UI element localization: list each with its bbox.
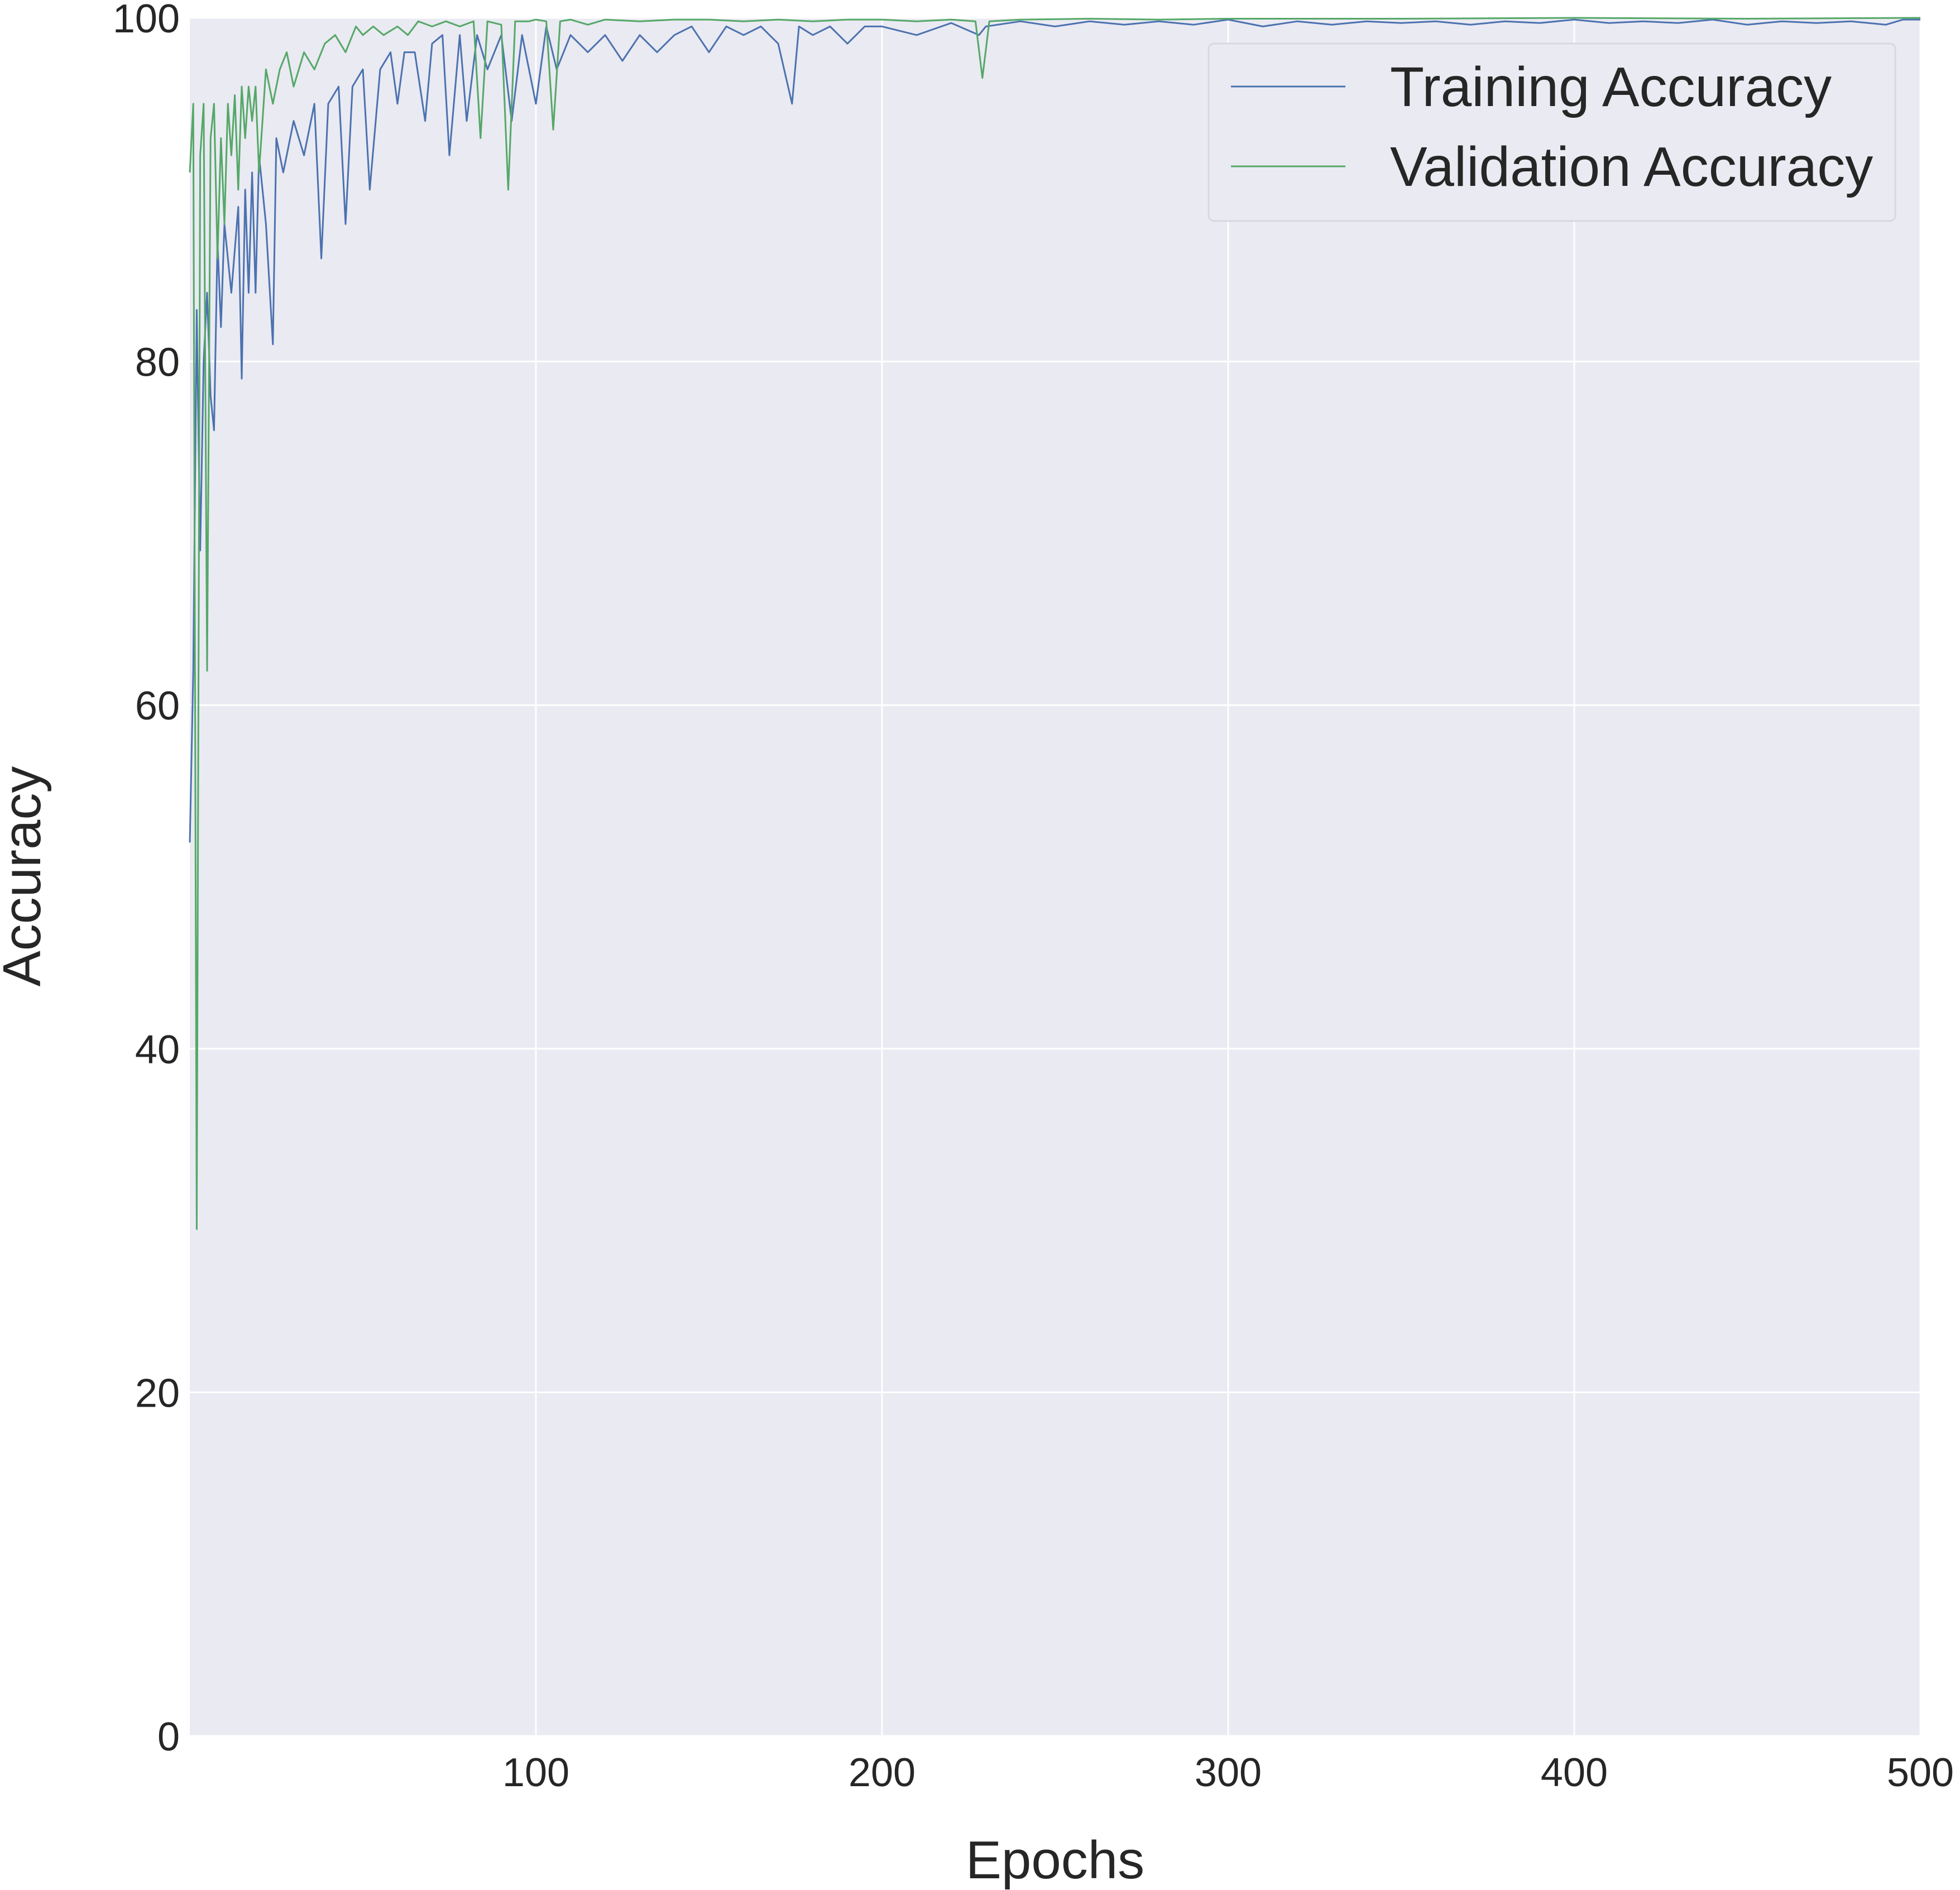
y-tick-80: 80 [135, 340, 180, 385]
legend: Training Accuracy Validation Accuracy [1207, 42, 1896, 222]
x-tick-300: 300 [1195, 1750, 1262, 1795]
x-tick-500: 500 [1887, 1750, 1954, 1795]
legend-label-training: Training Accuracy [1390, 56, 1832, 118]
series-line-0 [189, 18, 1920, 843]
y-tick-labels: 0 20 40 60 80 100 [113, 0, 180, 1759]
y-tick-0: 0 [157, 1715, 180, 1759]
y-tick-60: 60 [135, 684, 180, 728]
x-tick-200: 200 [849, 1750, 916, 1795]
x-tick-labels: 100 200 300 400 500 [502, 1750, 1954, 1795]
x-tick-400: 400 [1541, 1750, 1608, 1795]
y-tick-100: 100 [113, 0, 180, 41]
plot-area [190, 18, 1920, 1736]
x-axis-label: Epochs [966, 1830, 1144, 1890]
y-axis-label: Accuracy [0, 766, 52, 987]
y-tick-20: 20 [135, 1371, 180, 1416]
legend-label-validation: Validation Accuracy [1390, 136, 1873, 198]
x-tick-100: 100 [502, 1750, 569, 1795]
y-tick-40: 40 [135, 1028, 180, 1072]
series-line-1 [189, 17, 1921, 1230]
data-lines [189, 17, 1921, 1230]
legend-box [1207, 42, 1896, 222]
grid-lines [190, 17, 1921, 1737]
